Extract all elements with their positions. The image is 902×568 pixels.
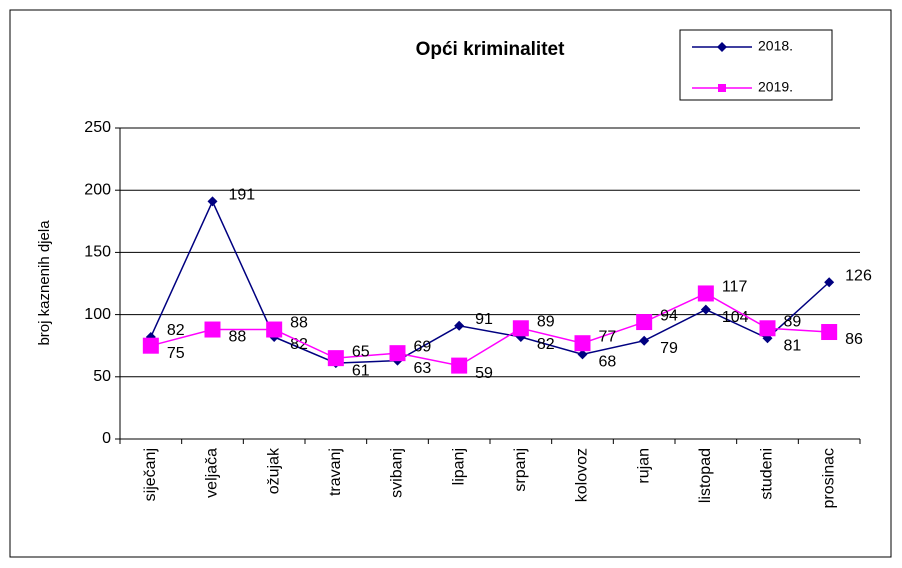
x-tick-label: lipanj [450, 448, 467, 485]
data-point [821, 324, 838, 341]
data-label: 86 [845, 331, 863, 348]
x-tick-label: studeni [759, 448, 776, 500]
series-line [150, 292, 830, 367]
legend-box [679, 29, 833, 101]
y-tick-label: 100 [84, 306, 111, 323]
x-tick-label: listopad [697, 448, 714, 503]
data-label: 191 [229, 187, 256, 204]
data-label: 82 [167, 322, 185, 339]
y-tick-label: 0 [102, 430, 111, 447]
legend-marker [718, 84, 726, 92]
data-point [577, 349, 588, 360]
x-tick-label: siječanj [142, 448, 159, 501]
data-point [697, 285, 714, 302]
data-point [454, 320, 465, 331]
data-label: 77 [599, 328, 617, 345]
y-axis-label: broj kaznenih djela [36, 220, 53, 346]
data-point [759, 320, 776, 337]
data-label: 61 [352, 362, 370, 379]
data-label: 89 [784, 314, 802, 331]
data-point [700, 304, 711, 315]
data-point [327, 350, 344, 367]
data-label: 117 [722, 279, 748, 296]
chart-title: Opći kriminalitet [416, 39, 566, 60]
data-point [204, 321, 221, 338]
x-tick-label: prosinac [820, 448, 837, 508]
x-tick-label: srpanj [512, 448, 529, 492]
y-tick-label: 250 [84, 119, 111, 136]
data-label: 89 [537, 314, 555, 331]
data-label: 75 [167, 345, 185, 362]
data-label: 104 [722, 309, 749, 326]
series-line [150, 199, 830, 364]
data-label: 68 [599, 354, 617, 371]
data-label: 79 [660, 340, 678, 357]
legend-label: 2018. [758, 38, 793, 54]
data-label: 69 [414, 338, 432, 355]
data-point [389, 345, 406, 362]
data-label: 81 [784, 337, 802, 354]
data-label: 126 [845, 267, 872, 284]
data-label: 65 [352, 343, 370, 360]
data-label: 59 [475, 365, 493, 382]
legend-label: 2019. [758, 79, 793, 95]
data-point [512, 320, 529, 337]
data-label: 82 [537, 336, 555, 353]
x-tick-label: svibanj [389, 448, 406, 498]
data-point [824, 277, 835, 288]
data-label: 63 [414, 360, 432, 377]
legend-marker [717, 42, 727, 52]
data-point [142, 337, 159, 354]
data-point [207, 196, 218, 207]
data-label: 88 [229, 329, 247, 346]
data-label: 88 [290, 315, 308, 332]
data-label: 82 [290, 336, 308, 353]
data-point [636, 314, 653, 331]
x-tick-label: ožujak [265, 447, 282, 494]
y-tick-label: 200 [84, 181, 111, 198]
y-tick-label: 50 [93, 368, 111, 385]
data-label: 91 [475, 311, 493, 328]
data-label: 94 [660, 307, 678, 324]
y-tick-label: 150 [84, 244, 111, 261]
x-tick-label: veljača [204, 448, 221, 498]
x-tick-label: travanj [327, 448, 344, 496]
chart-border [9, 9, 892, 558]
data-point [451, 357, 468, 374]
data-point [266, 321, 283, 338]
data-point [574, 335, 591, 352]
x-tick-label: kolovoz [574, 448, 591, 502]
data-point [639, 335, 650, 346]
x-tick-label: rujan [635, 448, 652, 484]
